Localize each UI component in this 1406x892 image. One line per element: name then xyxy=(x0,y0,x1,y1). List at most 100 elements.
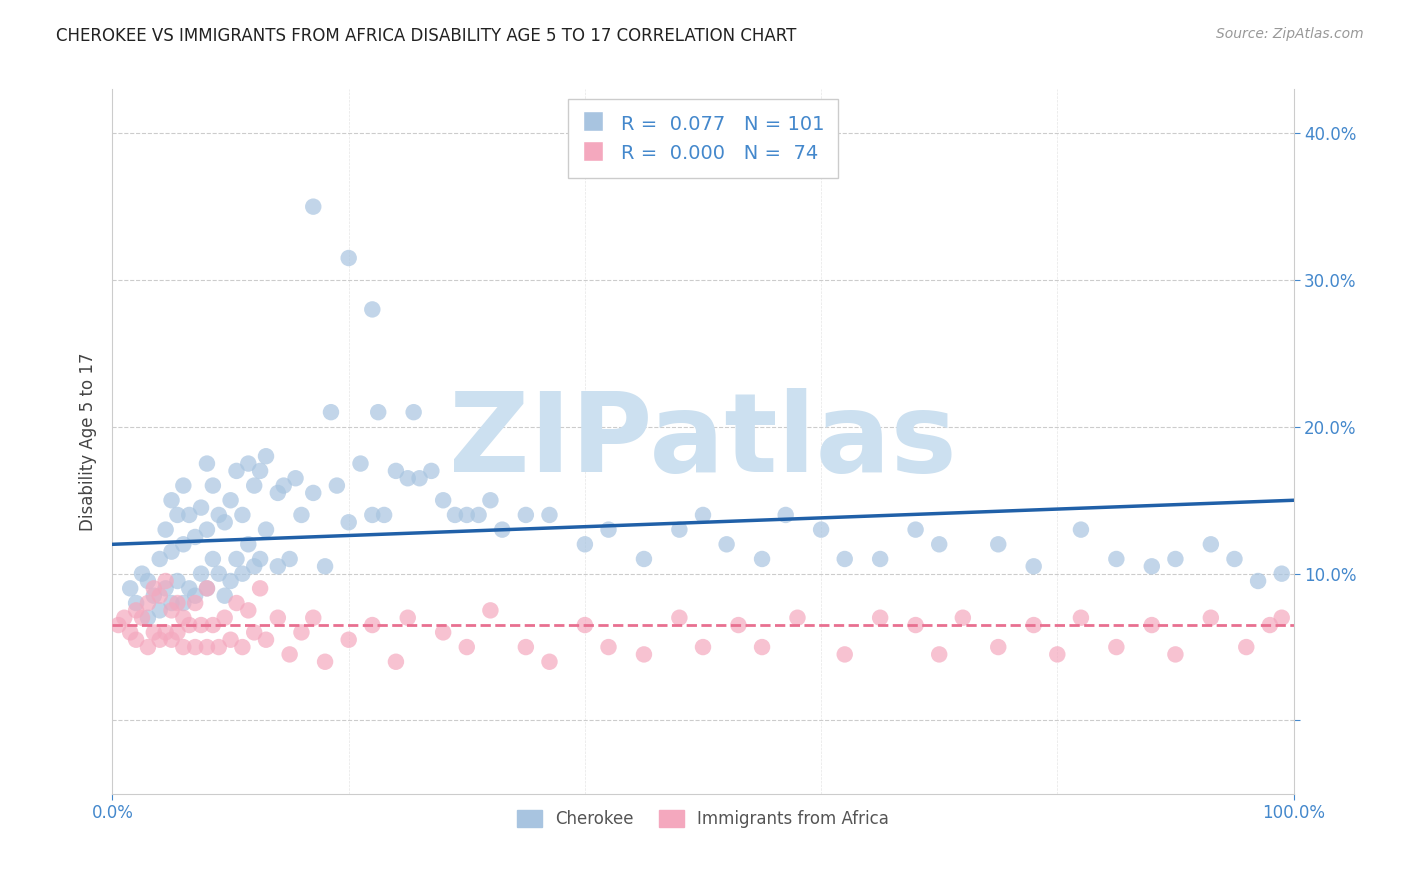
Point xyxy=(834,552,856,566)
Point xyxy=(166,508,188,522)
Point xyxy=(515,508,537,522)
Point xyxy=(214,589,236,603)
Point xyxy=(267,611,290,625)
Point xyxy=(810,523,832,537)
Point xyxy=(751,552,773,566)
Point xyxy=(136,611,159,625)
Point xyxy=(467,508,489,522)
Point xyxy=(402,405,425,419)
Point xyxy=(131,611,153,625)
Point xyxy=(214,516,236,530)
Point xyxy=(184,596,207,610)
Point xyxy=(166,574,188,588)
Point xyxy=(120,625,142,640)
Point xyxy=(149,603,172,617)
Point xyxy=(408,471,430,485)
Point xyxy=(238,457,260,471)
Point xyxy=(1258,618,1281,632)
Text: CHEROKEE VS IMMIGRANTS FROM AFRICA DISABILITY AGE 5 TO 17 CORRELATION CHART: CHEROKEE VS IMMIGRANTS FROM AFRICA DISAB… xyxy=(56,27,797,45)
Point xyxy=(904,523,927,537)
Point xyxy=(456,640,478,654)
Point xyxy=(184,530,207,544)
Point xyxy=(385,464,408,478)
Point xyxy=(125,596,148,610)
Point xyxy=(208,640,231,654)
Point xyxy=(149,552,172,566)
Point xyxy=(692,508,714,522)
Point xyxy=(515,640,537,654)
Point xyxy=(432,625,454,640)
Point xyxy=(302,611,325,625)
Point xyxy=(420,464,443,478)
Point xyxy=(444,508,467,522)
Point xyxy=(278,648,301,662)
Point xyxy=(1105,552,1128,566)
Point xyxy=(179,618,201,632)
Point xyxy=(172,640,194,654)
Point xyxy=(302,486,325,500)
Point xyxy=(1046,648,1069,662)
Point xyxy=(786,611,808,625)
Point xyxy=(633,648,655,662)
Point xyxy=(231,566,253,581)
Point xyxy=(1199,537,1222,551)
Point xyxy=(254,523,277,537)
Point xyxy=(155,582,177,596)
Point xyxy=(243,625,266,640)
Point xyxy=(155,574,177,588)
Point xyxy=(337,632,360,647)
Point xyxy=(125,603,148,617)
Point xyxy=(149,589,172,603)
Point xyxy=(136,640,159,654)
Point xyxy=(160,632,183,647)
Point xyxy=(214,611,236,625)
Point xyxy=(142,582,165,596)
Point xyxy=(208,566,231,581)
Point xyxy=(337,251,360,265)
Point xyxy=(219,493,242,508)
Point xyxy=(869,552,891,566)
Point xyxy=(1234,640,1257,654)
Point xyxy=(1271,566,1294,581)
Point xyxy=(195,582,218,596)
Point xyxy=(107,618,129,632)
Point xyxy=(149,632,172,647)
Point xyxy=(201,478,224,492)
Point xyxy=(538,655,561,669)
Point xyxy=(231,508,253,522)
Point xyxy=(396,471,419,485)
Point xyxy=(668,523,690,537)
Point xyxy=(1164,552,1187,566)
Point xyxy=(267,559,290,574)
Point xyxy=(172,611,194,625)
Point xyxy=(160,493,183,508)
Point xyxy=(1164,648,1187,662)
Point xyxy=(952,611,974,625)
Point xyxy=(396,611,419,625)
Point xyxy=(208,508,231,522)
Point xyxy=(190,566,212,581)
Point xyxy=(166,625,188,640)
Point xyxy=(928,648,950,662)
Point xyxy=(172,537,194,551)
Point xyxy=(598,640,620,654)
Point xyxy=(136,596,159,610)
Point xyxy=(273,478,295,492)
Point xyxy=(314,559,336,574)
Point xyxy=(326,478,349,492)
Point xyxy=(361,302,384,317)
Point xyxy=(195,582,218,596)
Point xyxy=(775,508,797,522)
Point xyxy=(1140,618,1163,632)
Point xyxy=(432,493,454,508)
Point xyxy=(1070,611,1092,625)
Point xyxy=(727,618,749,632)
Point xyxy=(491,523,513,537)
Point xyxy=(1070,523,1092,537)
Point xyxy=(751,640,773,654)
Point xyxy=(249,552,271,566)
Point xyxy=(1022,559,1045,574)
Point xyxy=(184,640,207,654)
Point xyxy=(834,648,856,662)
Point xyxy=(319,405,342,419)
